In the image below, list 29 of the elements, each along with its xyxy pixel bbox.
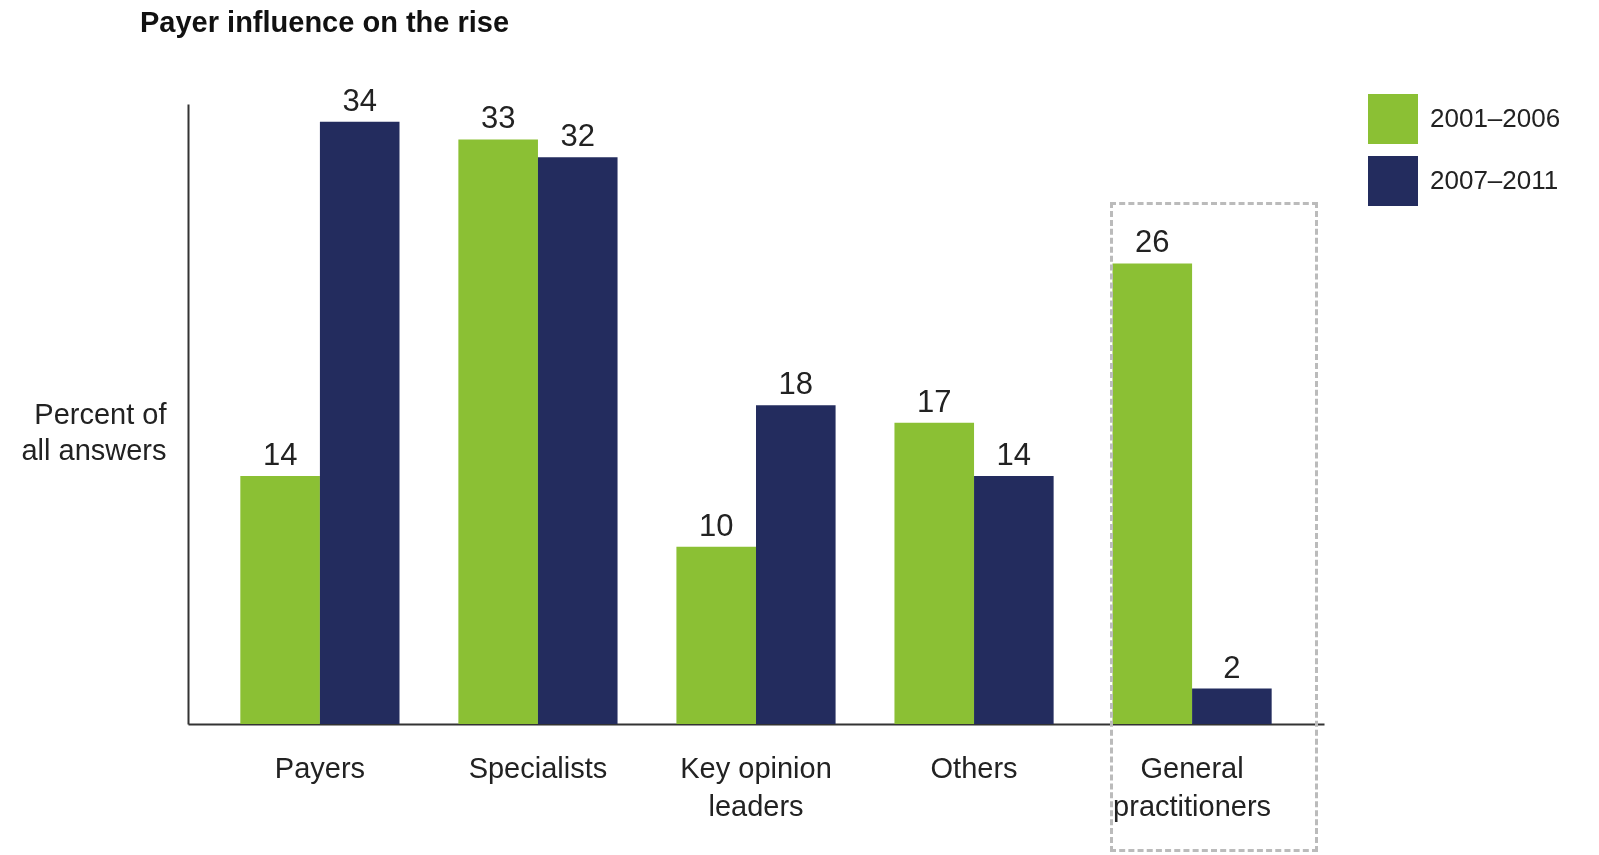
data-label: 17: [917, 383, 952, 419]
x-tick-label: Specialists: [468, 751, 608, 784]
chart-title: Payer influence on the rise: [140, 5, 510, 38]
data-label: 14: [996, 437, 1032, 472]
bar: [458, 139, 538, 724]
data-label: 34: [342, 82, 377, 118]
data-label: 10: [698, 507, 734, 543]
data-label: 32: [560, 118, 595, 154]
legend-label: 2001–2006: [1430, 103, 1561, 133]
data-label: 2: [1223, 649, 1241, 685]
x-tick-label: Others: [930, 751, 1018, 784]
data-label: 33: [480, 100, 516, 136]
bar: [676, 546, 756, 724]
data-label: 26: [1135, 224, 1170, 260]
x-tick-label: Payers: [274, 751, 366, 784]
x-tick-label: General practitioners: [1113, 751, 1272, 822]
bar: [537, 157, 618, 724]
data-label: 18: [778, 366, 814, 402]
bar: [894, 422, 975, 724]
data-label: 14: [262, 437, 298, 472]
y-axis-title: Percent of all answers: [21, 397, 168, 466]
bar: [1192, 688, 1272, 724]
bar: [319, 121, 400, 724]
legend-label: 2007–2011: [1430, 165, 1559, 195]
bar: [1112, 263, 1193, 724]
bar: [756, 405, 836, 724]
bar: [240, 476, 320, 724]
x-tick-label: Key opinion leaders: [680, 751, 832, 822]
bar: [974, 476, 1054, 724]
